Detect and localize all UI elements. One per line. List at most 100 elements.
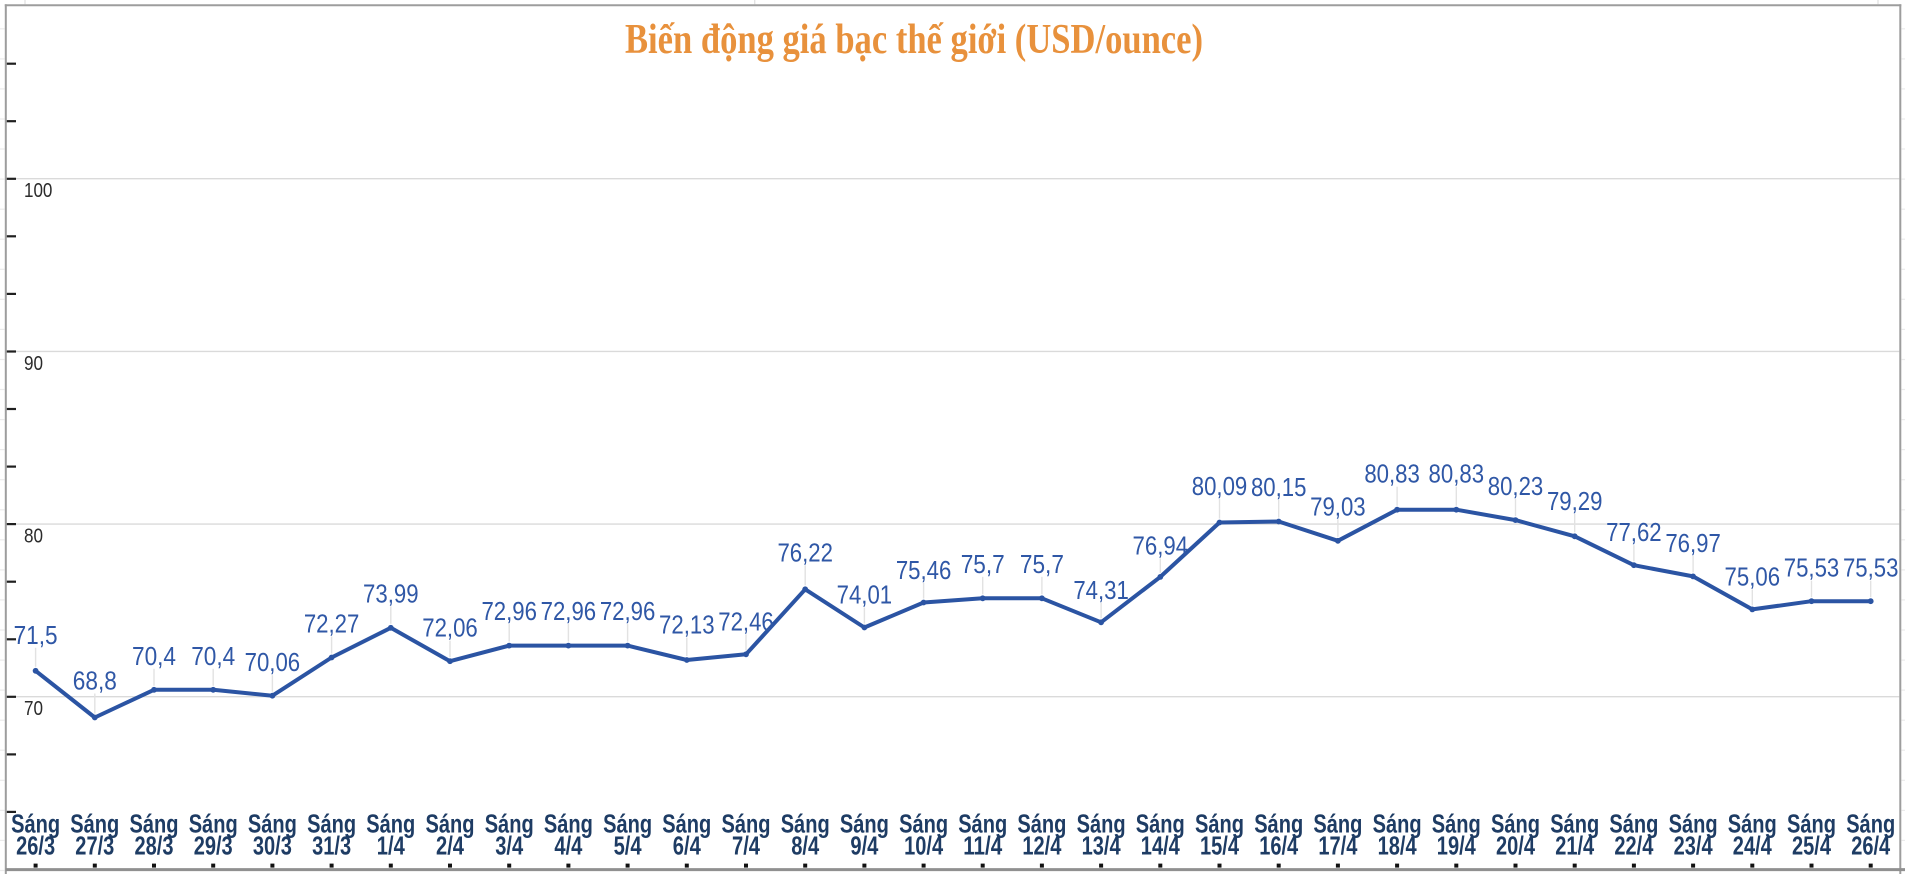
svg-text:26/3: 26/3 <box>16 831 55 861</box>
svg-text:Sáng: Sáng <box>70 809 119 839</box>
svg-text:76,22: 76,22 <box>777 537 833 567</box>
svg-text:Sáng: Sáng <box>1846 809 1895 839</box>
svg-text:Sáng: Sáng <box>1136 809 1185 839</box>
svg-text:10/4: 10/4 <box>904 831 943 861</box>
svg-text:72,13: 72,13 <box>659 610 715 640</box>
svg-text:76,94: 76,94 <box>1133 530 1189 560</box>
svg-text:68,8: 68,8 <box>73 666 117 696</box>
svg-text:Sáng: Sáng <box>958 809 1007 839</box>
svg-text:79,29: 79,29 <box>1547 486 1603 516</box>
svg-text:Sáng: Sáng <box>781 809 830 839</box>
svg-text:Sáng: Sáng <box>1017 809 1066 839</box>
svg-text:80,23: 80,23 <box>1488 471 1544 501</box>
svg-text:Sáng: Sáng <box>130 809 179 839</box>
svg-text:27/3: 27/3 <box>75 831 114 861</box>
svg-text:Sáng: Sáng <box>722 809 771 839</box>
svg-text:70,4: 70,4 <box>132 641 176 671</box>
svg-text:4/4: 4/4 <box>554 831 582 861</box>
svg-text:12/4: 12/4 <box>1022 831 1061 861</box>
svg-text:70,06: 70,06 <box>245 647 301 677</box>
svg-text:72,96: 72,96 <box>541 596 597 626</box>
svg-text:Sáng: Sáng <box>1669 809 1718 839</box>
svg-text:79,03: 79,03 <box>1310 491 1366 521</box>
svg-text:77,62: 77,62 <box>1606 517 1662 547</box>
svg-text:70,4: 70,4 <box>191 641 235 671</box>
svg-text:76,97: 76,97 <box>1665 528 1721 558</box>
svg-text:80,09: 80,09 <box>1192 471 1248 501</box>
svg-text:Sáng: Sáng <box>1609 809 1658 839</box>
svg-text:11/4: 11/4 <box>963 831 1002 861</box>
svg-text:Sáng: Sáng <box>1373 809 1422 839</box>
svg-text:Sáng: Sáng <box>1550 809 1599 839</box>
svg-text:Sáng: Sáng <box>899 809 948 839</box>
svg-text:Biến động giá bạc thế giới (US: Biến động giá bạc thế giới (USD/ounce) <box>625 17 1203 63</box>
svg-text:19/4: 19/4 <box>1437 831 1476 861</box>
svg-text:29/3: 29/3 <box>194 831 233 861</box>
svg-text:26/4: 26/4 <box>1851 831 1890 861</box>
svg-text:80: 80 <box>24 526 43 548</box>
svg-text:6/4: 6/4 <box>673 831 701 861</box>
svg-text:72,27: 72,27 <box>304 609 360 639</box>
svg-text:Sáng: Sáng <box>1195 809 1244 839</box>
svg-text:Sáng: Sáng <box>307 809 356 839</box>
svg-text:18/4: 18/4 <box>1378 831 1417 861</box>
svg-text:Sáng: Sáng <box>11 809 60 839</box>
svg-text:25/4: 25/4 <box>1792 831 1831 861</box>
svg-text:24/4: 24/4 <box>1733 831 1772 861</box>
svg-text:Sáng: Sáng <box>1254 809 1303 839</box>
svg-text:Sáng: Sáng <box>1432 809 1481 839</box>
svg-text:22/4: 22/4 <box>1614 831 1653 861</box>
svg-text:80,83: 80,83 <box>1364 459 1420 489</box>
svg-text:75,06: 75,06 <box>1725 561 1781 591</box>
svg-text:100: 100 <box>24 180 52 202</box>
svg-text:90: 90 <box>24 353 43 375</box>
svg-text:72,96: 72,96 <box>481 596 537 626</box>
svg-text:75,7: 75,7 <box>1020 549 1064 579</box>
svg-text:15/4: 15/4 <box>1200 831 1239 861</box>
svg-text:74,01: 74,01 <box>837 580 893 610</box>
svg-text:Sáng: Sáng <box>366 809 415 839</box>
svg-text:72,46: 72,46 <box>718 606 774 636</box>
svg-text:7/4: 7/4 <box>732 831 760 861</box>
svg-text:72,96: 72,96 <box>600 596 656 626</box>
svg-text:73,99: 73,99 <box>363 578 419 608</box>
svg-text:Sáng: Sáng <box>1313 809 1362 839</box>
svg-text:8/4: 8/4 <box>791 831 819 861</box>
svg-text:75,46: 75,46 <box>896 555 952 585</box>
svg-text:Sáng: Sáng <box>603 809 652 839</box>
svg-text:17/4: 17/4 <box>1318 831 1357 861</box>
svg-text:21/4: 21/4 <box>1555 831 1594 861</box>
svg-text:Sáng: Sáng <box>248 809 297 839</box>
svg-text:Sáng: Sáng <box>662 809 711 839</box>
svg-text:72,06: 72,06 <box>422 613 478 643</box>
svg-text:80,83: 80,83 <box>1429 459 1485 489</box>
svg-text:14/4: 14/4 <box>1141 831 1180 861</box>
svg-text:9/4: 9/4 <box>850 831 878 861</box>
svg-text:3/4: 3/4 <box>495 831 523 861</box>
svg-text:Sáng: Sáng <box>1728 809 1777 839</box>
svg-text:31/3: 31/3 <box>312 831 351 861</box>
svg-text:74,31: 74,31 <box>1073 575 1129 605</box>
svg-text:1/4: 1/4 <box>377 831 405 861</box>
svg-text:Sáng: Sáng <box>1491 809 1540 839</box>
svg-text:80,15: 80,15 <box>1251 472 1307 502</box>
svg-text:28/3: 28/3 <box>135 831 174 861</box>
svg-text:Sáng: Sáng <box>1077 809 1126 839</box>
svg-text:Sáng: Sáng <box>485 809 534 839</box>
svg-text:23/4: 23/4 <box>1674 831 1713 861</box>
svg-text:30/3: 30/3 <box>253 831 292 861</box>
svg-text:5/4: 5/4 <box>614 831 642 861</box>
svg-text:75,7: 75,7 <box>961 549 1005 579</box>
svg-text:2/4: 2/4 <box>436 831 464 861</box>
svg-text:75,53: 75,53 <box>1843 553 1899 583</box>
svg-text:70: 70 <box>24 698 43 720</box>
svg-text:Sáng: Sáng <box>189 809 238 839</box>
svg-text:Sáng: Sáng <box>1787 809 1836 839</box>
svg-text:16/4: 16/4 <box>1259 831 1298 861</box>
svg-text:75,53: 75,53 <box>1784 553 1840 583</box>
svg-text:Sáng: Sáng <box>840 809 889 839</box>
svg-text:20/4: 20/4 <box>1496 831 1535 861</box>
svg-text:71,5: 71,5 <box>14 620 58 650</box>
svg-text:Sáng: Sáng <box>544 809 593 839</box>
svg-text:Sáng: Sáng <box>426 809 475 839</box>
